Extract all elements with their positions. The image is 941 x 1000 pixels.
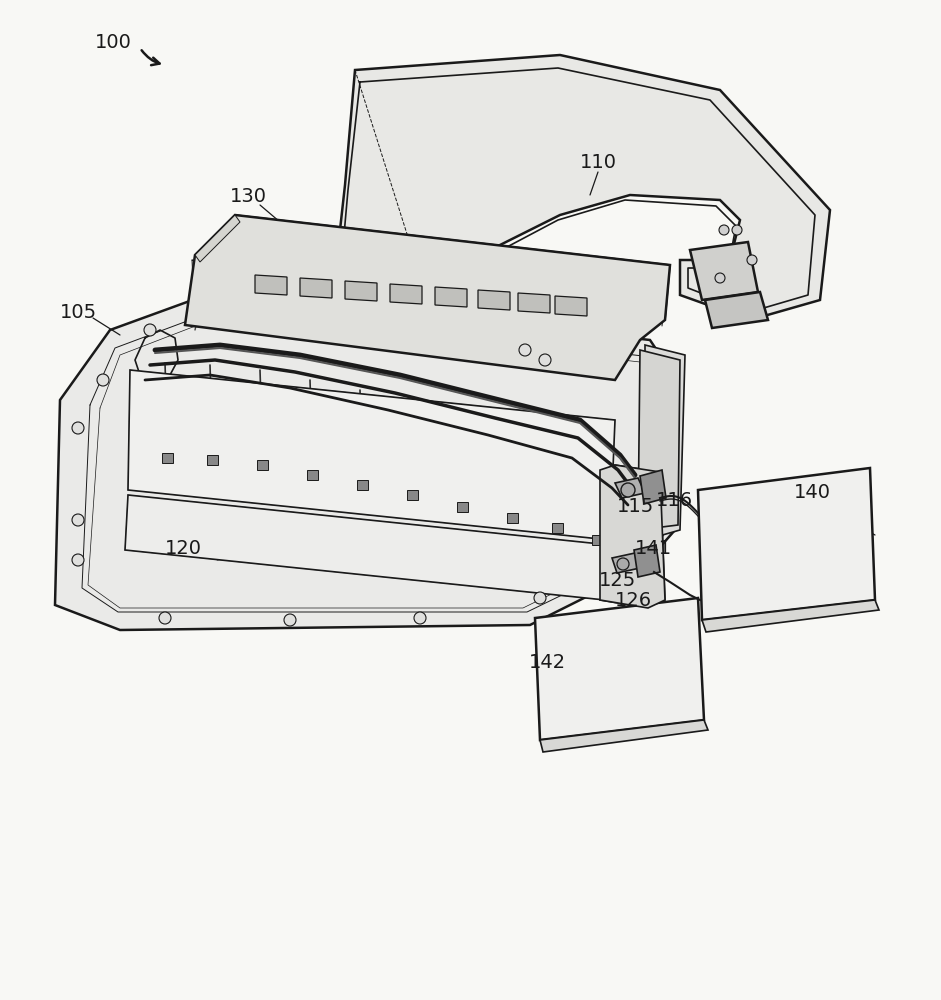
- Text: 130: 130: [230, 188, 266, 207]
- Polygon shape: [690, 242, 758, 300]
- Polygon shape: [705, 292, 768, 328]
- Polygon shape: [634, 545, 660, 577]
- Polygon shape: [185, 215, 670, 380]
- Polygon shape: [345, 281, 377, 301]
- Circle shape: [617, 558, 629, 570]
- Polygon shape: [128, 370, 615, 540]
- Circle shape: [72, 514, 84, 526]
- Polygon shape: [257, 460, 268, 470]
- Polygon shape: [435, 287, 467, 307]
- Polygon shape: [478, 290, 510, 310]
- Circle shape: [539, 354, 551, 366]
- Circle shape: [414, 612, 426, 624]
- Polygon shape: [540, 720, 708, 752]
- Text: 100: 100: [94, 33, 132, 52]
- Polygon shape: [207, 455, 218, 465]
- Text: 141: 141: [634, 538, 672, 558]
- Text: 120: 120: [165, 538, 201, 558]
- Circle shape: [649, 414, 661, 426]
- Circle shape: [715, 273, 725, 283]
- Polygon shape: [307, 470, 318, 480]
- Polygon shape: [702, 600, 879, 632]
- Polygon shape: [300, 278, 332, 298]
- Circle shape: [72, 422, 84, 434]
- Polygon shape: [638, 350, 680, 530]
- Polygon shape: [125, 495, 610, 600]
- Circle shape: [621, 483, 635, 497]
- Polygon shape: [645, 345, 685, 540]
- Polygon shape: [55, 290, 680, 630]
- Circle shape: [747, 255, 757, 265]
- Polygon shape: [640, 470, 666, 504]
- Polygon shape: [600, 465, 665, 608]
- Circle shape: [719, 225, 729, 235]
- Polygon shape: [357, 480, 368, 490]
- Text: 125: 125: [599, 572, 637, 590]
- Circle shape: [654, 484, 666, 496]
- Polygon shape: [552, 523, 563, 533]
- Polygon shape: [407, 490, 418, 500]
- Circle shape: [97, 374, 109, 386]
- Text: 140: 140: [793, 483, 831, 502]
- Polygon shape: [555, 296, 587, 316]
- Polygon shape: [698, 468, 875, 620]
- Polygon shape: [592, 535, 603, 545]
- Polygon shape: [162, 453, 173, 463]
- Text: 126: 126: [614, 590, 651, 609]
- Text: 115: 115: [617, 496, 655, 516]
- Polygon shape: [457, 502, 468, 512]
- Circle shape: [649, 519, 661, 531]
- Circle shape: [72, 554, 84, 566]
- Polygon shape: [340, 55, 830, 320]
- Polygon shape: [195, 215, 240, 262]
- Circle shape: [519, 344, 531, 356]
- Polygon shape: [612, 553, 640, 573]
- Circle shape: [732, 225, 742, 235]
- Polygon shape: [390, 284, 422, 304]
- Circle shape: [159, 612, 171, 624]
- Text: 105: 105: [59, 302, 97, 322]
- Polygon shape: [518, 293, 550, 313]
- Circle shape: [534, 592, 546, 604]
- Circle shape: [144, 324, 156, 336]
- Circle shape: [284, 614, 296, 626]
- Polygon shape: [535, 598, 704, 740]
- Polygon shape: [255, 275, 287, 295]
- Text: 142: 142: [529, 652, 566, 672]
- Polygon shape: [507, 513, 518, 523]
- Polygon shape: [615, 478, 645, 498]
- Text: 110: 110: [580, 152, 616, 172]
- Text: 116: 116: [656, 490, 693, 510]
